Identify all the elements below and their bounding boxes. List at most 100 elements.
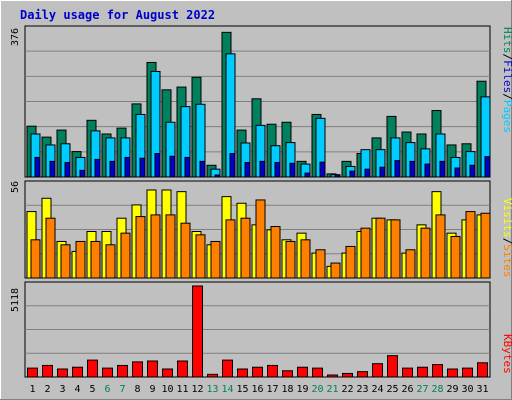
x-tick-label-day-20: 20 — [311, 384, 323, 395]
kbytes-axis-max-label: 5118 — [10, 288, 21, 312]
hits-bar-pages-day-11 — [184, 156, 191, 178]
hits-panel — [24, 25, 491, 178]
visits-bar-sites-day-12 — [195, 234, 206, 279]
visits-bar-sites-day-10 — [165, 214, 176, 279]
x-tick-label-day-21: 21 — [326, 384, 338, 395]
kbytes-bar-kbytes-day-21 — [327, 374, 338, 378]
x-tick-label-day-19: 19 — [296, 384, 308, 395]
hits-bar-pages-day-17 — [274, 162, 281, 178]
x-tick-label-day-2: 2 — [44, 384, 50, 395]
legend-separator: / — [501, 93, 512, 100]
visits-bar-sites-day-20 — [315, 249, 326, 279]
hits-bar-pages-day-19 — [304, 172, 311, 178]
x-tick-label-day-11: 11 — [176, 384, 188, 395]
x-tick-label-day-27: 27 — [416, 384, 428, 395]
visits-bar-sites-day-22 — [345, 245, 356, 279]
kbytes-bar-kbytes-day-20 — [312, 367, 323, 378]
x-tick-label-day-31: 31 — [476, 384, 488, 395]
kbytes-bar-kbytes-day-18 — [282, 370, 293, 378]
legend-visits: Visits — [501, 198, 512, 238]
hits-bar-pages-day-10 — [169, 155, 176, 178]
visits-bar-sites-day-9 — [150, 214, 161, 279]
visits-panel — [24, 180, 491, 279]
visits-bar-sites-day-31 — [480, 212, 491, 279]
visits-bar-sites-day-3 — [60, 244, 71, 279]
visits-bar-sites-day-18 — [285, 240, 296, 279]
kbytes-bar-kbytes-day-15 — [237, 368, 248, 378]
visits-bar-sites-day-19 — [300, 239, 311, 279]
hits-bar-pages-day-12 — [199, 160, 206, 178]
hits-bar-pages-day-5 — [94, 158, 101, 178]
kbytes-panel — [24, 281, 491, 378]
kbytes-bar-kbytes-day-3 — [57, 368, 68, 378]
x-tick-label-day-26: 26 — [401, 384, 413, 395]
hits-bar-pages-day-25 — [394, 160, 401, 178]
legend-files: Files — [501, 60, 512, 93]
hits-bar-pages-day-13 — [214, 174, 221, 178]
hits-bar-pages-day-2 — [49, 160, 56, 178]
kbytes-bar-kbytes-day-13 — [207, 373, 218, 378]
hits-bar-pages-day-8 — [139, 157, 146, 178]
kbytes-legend: KBytes — [501, 334, 512, 374]
x-tick-label-day-16: 16 — [251, 384, 263, 395]
legend-kbytes: KBytes — [501, 334, 512, 374]
hits-bar-pages-day-4 — [79, 169, 86, 178]
visits-bar-sites-day-7 — [120, 232, 131, 279]
visits-bar-sites-day-21 — [330, 262, 341, 279]
hits-legend: Hits/Files/Pages — [501, 27, 512, 133]
x-tick-label-day-13: 13 — [206, 384, 218, 395]
hits-bar-pages-day-27 — [424, 163, 431, 178]
kbytes-bar-kbytes-day-1 — [27, 367, 38, 378]
hits-bar-pages-day-6 — [109, 160, 116, 178]
hits-bar-pages-day-30 — [469, 164, 476, 178]
legend-hits: Hits — [501, 27, 512, 54]
x-tick-label-day-12: 12 — [191, 384, 203, 395]
kbytes-bar-kbytes-day-23 — [357, 371, 368, 378]
hits-bar-pages-day-26 — [409, 160, 416, 178]
legend-separator: / — [501, 238, 512, 245]
visits-bar-sites-day-16 — [255, 199, 266, 279]
kbytes-bar-kbytes-day-28 — [432, 364, 443, 378]
visits-bar-sites-day-6 — [105, 244, 116, 279]
kbytes-bar-kbytes-day-17 — [267, 364, 278, 378]
kbytes-bar-kbytes-day-5 — [87, 359, 98, 378]
kbytes-bar-kbytes-day-8 — [132, 361, 143, 378]
hits-bar-pages-day-28 — [439, 160, 446, 178]
hits-bar-pages-day-22 — [349, 170, 356, 178]
hits-bar-pages-day-15 — [244, 162, 251, 178]
x-tick-label-day-5: 5 — [89, 384, 95, 395]
visits-bar-sites-day-11 — [180, 222, 191, 279]
visits-bar-sites-day-27 — [420, 227, 431, 279]
hits-bar-pages-day-21 — [334, 174, 341, 178]
x-tick-label-day-15: 15 — [236, 384, 248, 395]
visits-bar-sites-day-17 — [270, 226, 281, 279]
kbytes-bar-kbytes-day-10 — [162, 368, 173, 378]
visits-bar-sites-day-26 — [405, 249, 416, 279]
kbytes-bar-kbytes-day-11 — [177, 360, 188, 378]
visits-bar-sites-day-8 — [135, 216, 146, 279]
x-tick-label-day-17: 17 — [266, 384, 278, 395]
hits-bar-pages-day-16 — [259, 160, 266, 178]
x-tick-label-day-7: 7 — [119, 384, 125, 395]
hits-bar-pages-day-24 — [379, 166, 386, 178]
x-tick-label-day-4: 4 — [74, 384, 80, 395]
kbytes-bar-kbytes-day-26 — [402, 367, 413, 378]
kbytes-bar-kbytes-day-31 — [477, 362, 488, 378]
kbytes-bar-kbytes-day-16 — [252, 366, 263, 378]
x-tick-label-day-6: 6 — [104, 384, 110, 395]
hits-bar-pages-day-20 — [319, 161, 326, 178]
hits-bar-pages-day-3 — [64, 162, 71, 178]
kbytes-bar-kbytes-day-2 — [42, 364, 53, 378]
visits-bar-sites-day-14 — [225, 219, 236, 279]
hits-axis-max-label: 376 — [10, 28, 21, 46]
kbytes-bar-kbytes-day-14 — [222, 359, 233, 378]
x-tick-label-day-28: 28 — [431, 384, 443, 395]
legend-pages: Pages — [501, 100, 512, 133]
x-tick-label-day-25: 25 — [386, 384, 398, 395]
kbytes-bar-kbytes-day-27 — [417, 366, 428, 378]
x-tick-label-day-9: 9 — [149, 384, 155, 395]
chart-title: Daily usage for August 2022 — [20, 8, 215, 22]
kbytes-bar-kbytes-day-25 — [387, 355, 398, 378]
kbytes-bar-kbytes-day-22 — [342, 372, 353, 378]
x-axis-labels: 1 2 3 4 5 6 7 8 9 10 11 12 13 14 15 16 17 18 19 20 21 22 23 24 2… — [29, 384, 488, 395]
